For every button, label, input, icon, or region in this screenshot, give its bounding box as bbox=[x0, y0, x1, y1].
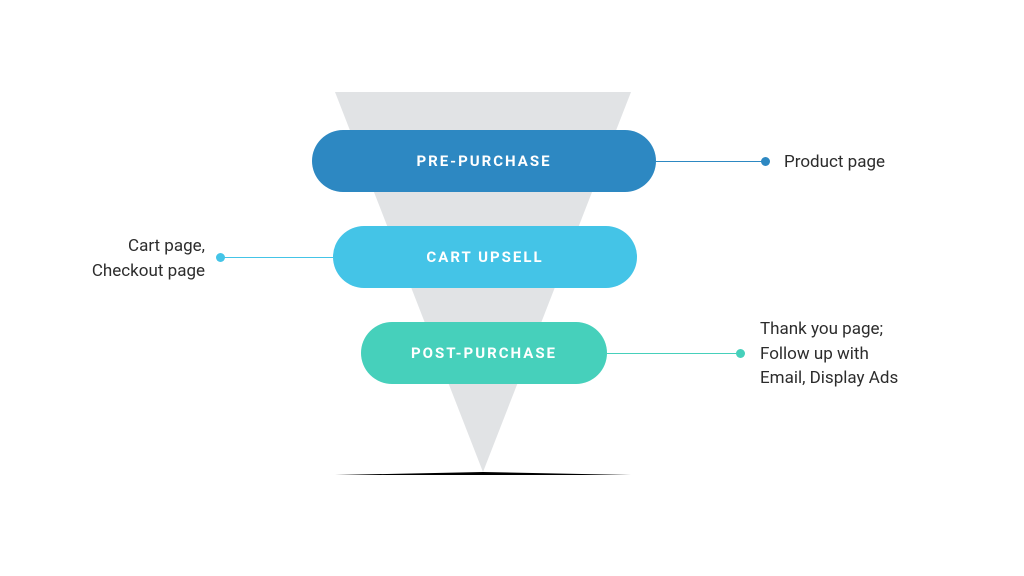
callout-dot-pre-purchase bbox=[761, 157, 770, 166]
callout-line-cart-upsell bbox=[220, 257, 333, 258]
stage-pill-cart-upsell: CART UPSELL bbox=[333, 226, 637, 288]
callout-dot-cart-upsell bbox=[216, 253, 225, 262]
funnel-diagram: PRE-PURCHASE Product page CART UPSELL Cart … bbox=[0, 0, 1024, 576]
callout-text-post-purchase: Thank you page; Follow up with Email, Di… bbox=[760, 317, 970, 391]
stage-label-post-purchase: POST-PURCHASE bbox=[411, 344, 557, 362]
callout-line-post-purchase bbox=[607, 353, 740, 354]
callout-line-pre-purchase bbox=[656, 161, 765, 162]
stage-pill-post-purchase: POST-PURCHASE bbox=[361, 322, 607, 384]
callout-dot-post-purchase bbox=[736, 349, 745, 358]
stage-label-pre-purchase: PRE-PURCHASE bbox=[416, 152, 551, 170]
callout-text-pre-purchase: Product page bbox=[784, 150, 964, 175]
callout-text-cart-upsell: Cart page, Checkout page bbox=[40, 234, 205, 283]
stage-label-cart-upsell: CART UPSELL bbox=[426, 248, 543, 266]
stage-pill-pre-purchase: PRE-PURCHASE bbox=[312, 130, 656, 192]
